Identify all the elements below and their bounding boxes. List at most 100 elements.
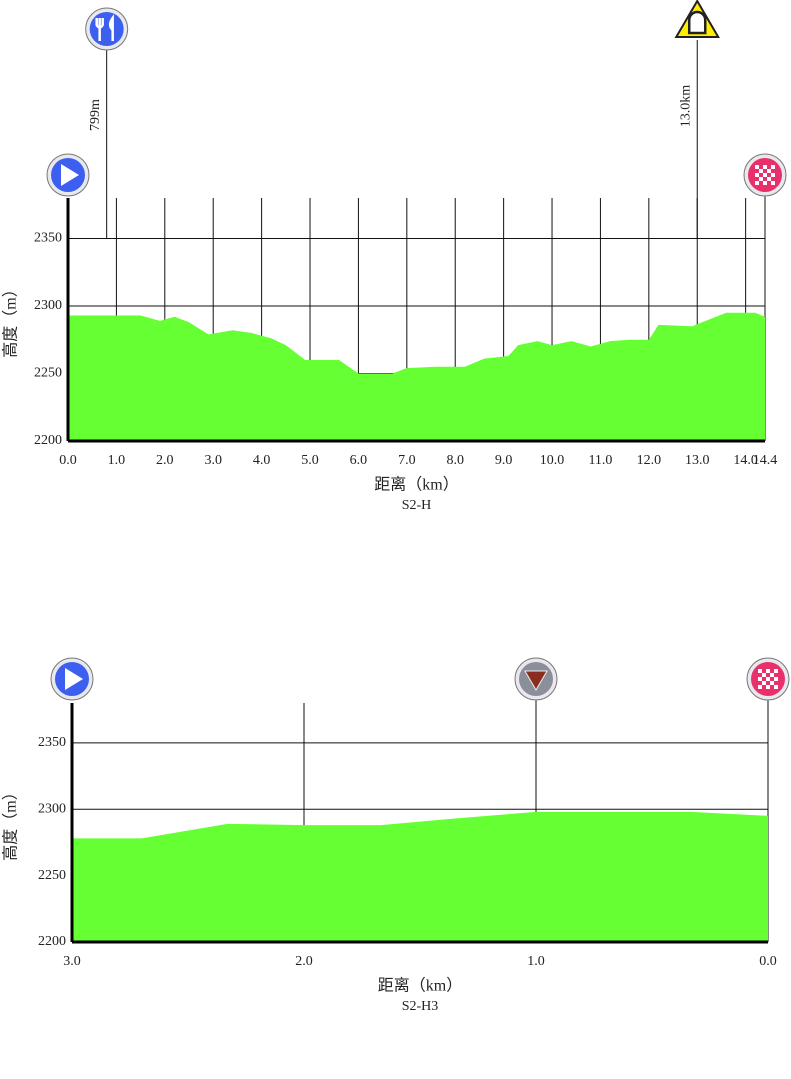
x-tick-label: 11.0 (588, 453, 612, 468)
y-tick-label: 2300 (38, 801, 66, 816)
icon-shape (755, 177, 759, 181)
x-tick-label: 8.0 (446, 453, 464, 468)
icon-shape (767, 169, 771, 173)
elevation-area (72, 811, 768, 942)
x-tick-label: 13.0 (685, 453, 710, 468)
chart-subtitle: S2-H3 (402, 999, 439, 1014)
y-tick-label: 2300 (34, 298, 62, 313)
x-tick-label: 9.0 (495, 453, 513, 468)
icon-shape (774, 685, 778, 689)
icon-tunnel (674, 0, 720, 38)
icon-shape (774, 673, 778, 677)
icon-descent (514, 657, 558, 701)
icon-shape (767, 181, 771, 185)
icon-shape (763, 169, 767, 173)
y-axis-title: 高度（m） (2, 784, 20, 860)
icon-shape (755, 173, 759, 177)
y-tick-label: 2350 (38, 735, 66, 750)
icon-shape (95, 14, 114, 41)
icon-shape (766, 677, 770, 681)
icon-shape (61, 164, 79, 186)
icon-shape (762, 669, 766, 673)
icon-shape (766, 685, 770, 689)
x-tick-label: 1.0 (108, 453, 126, 468)
y-tick-label: 2350 (34, 231, 62, 246)
icon-shape (759, 165, 763, 169)
icon-shape (758, 673, 762, 677)
icon-finish (743, 153, 787, 197)
icon-shape (759, 177, 763, 181)
icon-shape (762, 677, 766, 681)
icon-shape (758, 677, 762, 681)
x-tick-label: 14.4 (753, 453, 778, 468)
icon-shape (771, 173, 775, 177)
icon-shape (770, 685, 774, 689)
icon-disc (89, 12, 124, 46)
icon-shape (755, 181, 759, 185)
icon-shape (771, 177, 775, 181)
icon-shape (774, 669, 778, 673)
y-tick-label: 2200 (38, 934, 66, 949)
icon-shape (771, 165, 775, 169)
x-axis-title: 距离（km） (378, 977, 462, 995)
icon-shape (762, 681, 766, 685)
icon-shape (767, 177, 771, 181)
icon-shape (759, 181, 763, 185)
icon-shape (762, 673, 766, 677)
y-tick-label: 2250 (34, 366, 62, 381)
y-tick-label: 2200 (34, 433, 62, 448)
x-tick-label: 0.0 (759, 954, 777, 969)
icon-shape (762, 685, 766, 689)
icon-shape (770, 673, 774, 677)
x-tick-label: 3.0 (63, 954, 81, 969)
x-tick-label: 6.0 (350, 453, 368, 468)
chart-subtitle: S2-H (402, 498, 432, 513)
icon-shape (755, 169, 759, 173)
icon-shape (758, 685, 762, 689)
x-tick-label: 12.0 (637, 453, 662, 468)
icon-start (46, 153, 90, 197)
icon-shape (771, 181, 775, 185)
x-tick-label: 3.0 (204, 453, 222, 468)
x-tick-label: 2.0 (156, 453, 174, 468)
icon-shape (767, 173, 771, 177)
y-axis-title: 高度（m） (2, 281, 20, 357)
x-tick-label: 14.0 (733, 453, 758, 468)
icon-shape (770, 669, 774, 673)
x-tick-label: 1.0 (527, 954, 545, 969)
x-tick-label: 7.0 (398, 453, 416, 468)
elevation-area (68, 312, 765, 441)
icon-shape (759, 173, 763, 177)
icon-shape (774, 677, 778, 681)
icon-finish (746, 657, 790, 701)
icon-shape (763, 165, 767, 169)
marker-label: 13.0km (678, 85, 693, 128)
icon-shape (524, 670, 548, 691)
marker-label: 799m (88, 99, 103, 131)
icon-shape (766, 673, 770, 677)
icon-shape (766, 681, 770, 685)
x-tick-label: 4.0 (253, 453, 271, 468)
icon-shape (763, 173, 767, 177)
icon-shape (763, 177, 767, 181)
icon-shape (758, 669, 762, 673)
icon-shape (770, 681, 774, 685)
icon-start (50, 657, 94, 701)
icon-shape (759, 169, 763, 173)
icon-shape (687, 10, 707, 35)
icon-shape (766, 669, 770, 673)
icon-feed (85, 7, 129, 51)
icon-shape (770, 677, 774, 681)
x-axis-title: 距离（km） (374, 476, 458, 494)
y-tick-label: 2250 (38, 868, 66, 883)
icon-shape (65, 668, 83, 690)
icon-shape (771, 169, 775, 173)
x-tick-label: 5.0 (301, 453, 319, 468)
icon-shape (755, 165, 759, 169)
icon-shape (758, 681, 762, 685)
x-tick-label: 10.0 (540, 453, 565, 468)
x-tick-label: 2.0 (295, 954, 313, 969)
icon-shape (774, 681, 778, 685)
x-tick-label: 0.0 (59, 453, 77, 468)
